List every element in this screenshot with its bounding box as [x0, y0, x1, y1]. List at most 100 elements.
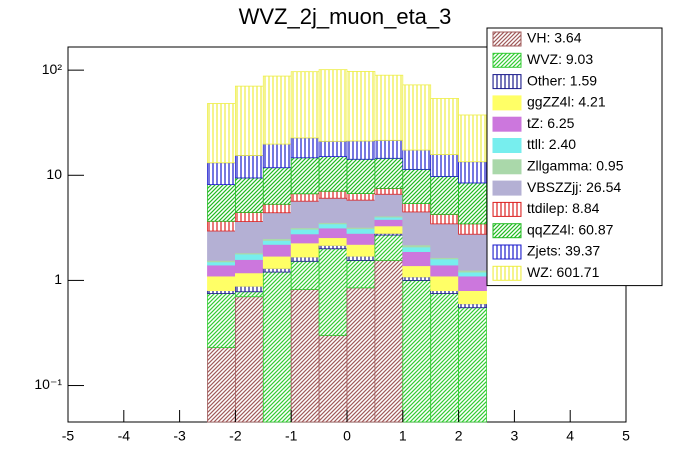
- bar-segment: [458, 114, 487, 163]
- bar-segment: [290, 242, 320, 258]
- bar-segment: [290, 289, 320, 423]
- x-tick-label: 0: [343, 428, 351, 444]
- x-tick-label: 1: [399, 428, 407, 444]
- bar-segment: [430, 264, 460, 277]
- legend-swatch: [492, 159, 522, 175]
- bar-segment: [262, 240, 292, 245]
- legend-swatch: [492, 244, 522, 260]
- bar-segment: [430, 176, 460, 215]
- x-tick-label: 2: [455, 428, 463, 444]
- bar-segment: [402, 203, 432, 213]
- bar-segment: [346, 244, 376, 257]
- bar-segment: [207, 103, 236, 164]
- bar-segment: [402, 246, 432, 252]
- bar-segment: [346, 71, 376, 142]
- bar-segment: [290, 200, 320, 229]
- bar-segment: [318, 334, 348, 423]
- bar-segment: [318, 223, 348, 229]
- bar-segment: [262, 167, 292, 205]
- bar-segment: [374, 259, 404, 423]
- bar-segment: [374, 219, 404, 227]
- bar-segment: [318, 227, 348, 239]
- bar-segment: [458, 233, 487, 271]
- bar-segment: [458, 290, 487, 305]
- bar-segment: [290, 137, 320, 159]
- bar-segment: [207, 264, 236, 277]
- y-tick-label: 10²: [42, 61, 63, 77]
- bar-segment: [346, 228, 376, 234]
- bar-segment: [346, 255, 376, 261]
- legend-label: Other: 1.59: [527, 72, 597, 88]
- bar-segment: [374, 139, 404, 159]
- legend-swatch: [492, 180, 522, 196]
- legend-label: VH: 3.64: [527, 30, 582, 46]
- bar-segment: [207, 293, 236, 348]
- bar-segment: [402, 149, 432, 170]
- bar-segment: [207, 275, 236, 291]
- bar-segment: [290, 71, 320, 139]
- bar-segment: [430, 154, 460, 177]
- bar-segment: [346, 158, 376, 194]
- bar-segment: [234, 212, 264, 222]
- y-tick-label: 10: [46, 166, 62, 182]
- bar-segment: [262, 212, 292, 239]
- bar-segment: [262, 268, 292, 273]
- bar-segment: [346, 193, 376, 201]
- bar-segment: [234, 285, 264, 293]
- bar-segment: [318, 237, 348, 246]
- bar-segment: [262, 143, 292, 169]
- bar-segment: [374, 188, 404, 195]
- legend-swatch: [492, 74, 522, 90]
- bar-segment: [207, 220, 236, 232]
- bar-segment: [234, 272, 264, 287]
- bar-segment: [374, 74, 404, 141]
- bar-segment: [430, 293, 460, 423]
- bar-segment: [458, 307, 487, 423]
- bar-segment: [290, 193, 320, 202]
- bar-segment: [290, 260, 320, 290]
- bar-segment: [318, 245, 348, 250]
- bar-segment: [234, 296, 264, 423]
- legend-label: WVZ: 9.03: [527, 51, 593, 67]
- x-tick-label: -2: [229, 428, 242, 444]
- bar-segment: [458, 275, 487, 291]
- bar-segment: [402, 211, 432, 246]
- bar-segment: [374, 193, 404, 217]
- x-tick-label: -5: [62, 428, 75, 444]
- legend-label: tZ: 6.25: [527, 115, 575, 131]
- y-tick-label: 10⁻¹: [34, 376, 62, 392]
- bar-segment: [318, 156, 348, 192]
- bar-segment: [374, 157, 404, 189]
- bar-segment: [234, 259, 264, 274]
- legend-box: [486, 27, 663, 287]
- legend-label: ttll: 2.40: [527, 136, 576, 152]
- bar-segment: [374, 225, 404, 234]
- bar-segment: [262, 75, 292, 145]
- legend-swatch: [492, 116, 522, 132]
- bar-segment: [262, 271, 292, 423]
- x-tick-label: 5: [622, 428, 630, 444]
- bar-segment: [430, 98, 460, 155]
- legend-swatch: [492, 31, 522, 47]
- bar-segment: [430, 223, 460, 258]
- legend-swatch: [492, 201, 522, 217]
- bar-segment: [458, 161, 487, 184]
- bar-segment: [234, 177, 264, 213]
- bar-segment: [402, 251, 432, 267]
- legend-label: qqZZ4l: 60.87: [527, 221, 614, 237]
- legend-swatch: [492, 138, 522, 153]
- bar-segment: [346, 287, 376, 423]
- legend-label: ttdilep: 8.84: [527, 200, 600, 216]
- bar-segment: [430, 213, 460, 225]
- bar-segment: [458, 271, 487, 277]
- legend-label: VBSZZjj: 26.54: [527, 179, 621, 195]
- bar-segment: [402, 84, 432, 151]
- bar-segment: [430, 290, 460, 294]
- legend-swatch: [492, 265, 522, 281]
- bar-segment: [402, 265, 432, 278]
- bar-segment: [458, 303, 487, 309]
- x-tick-label: -3: [173, 428, 186, 444]
- bar-segment: [318, 197, 348, 223]
- bar-segment: [318, 140, 348, 158]
